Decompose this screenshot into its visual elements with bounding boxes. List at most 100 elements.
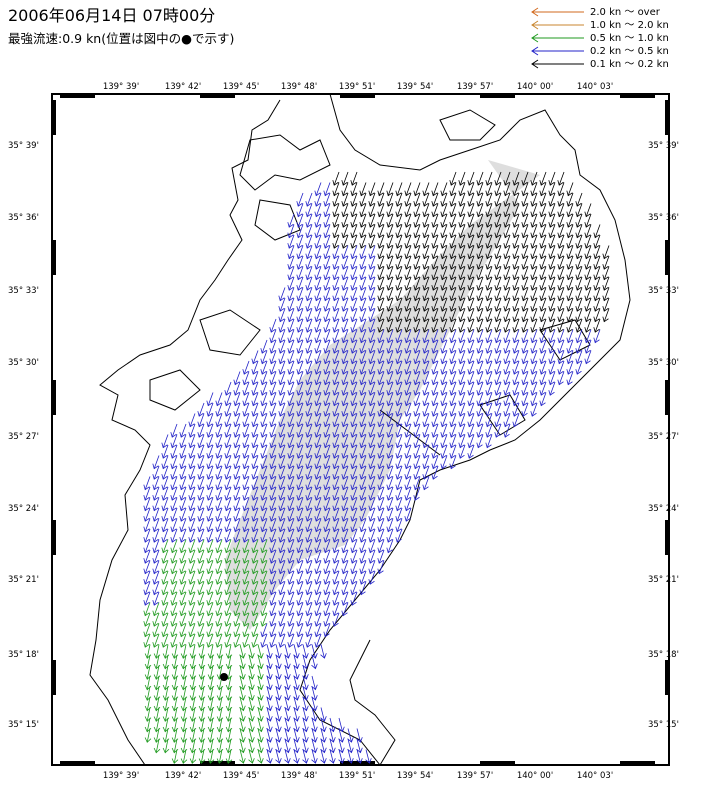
current-arrow [152,623,160,638]
current-arrow [575,350,583,365]
current-arrow [422,381,430,396]
current-arrow [530,297,538,312]
current-arrow [359,192,367,207]
current-arrow [404,255,412,270]
current-arrow [332,465,340,480]
current-arrow [458,423,466,438]
current-arrow [440,203,448,218]
current-arrow [503,371,511,386]
current-arrow [287,308,295,323]
current-arrow [215,444,223,459]
current-arrow [431,444,439,459]
current-arrow [449,213,457,228]
legend-label: 0.1 kn 〜 0.2 kn [590,59,669,70]
current-arrow [242,570,250,585]
current-arrow [485,392,493,407]
current-arrow [404,297,412,312]
aqua-line-bridge [379,409,441,456]
current-arrow [485,339,493,354]
current-arrow [449,234,457,249]
current-arrow [539,234,547,249]
current-arrow [296,224,304,239]
current-arrow [458,245,466,260]
current-arrow [548,213,556,228]
current-arrow [302,707,309,722]
current-arrow [503,402,511,417]
lat-label-left: 35° 30' [8,358,39,368]
current-arrow [503,203,511,218]
current-arrow [395,192,403,207]
current-arrow [395,528,403,543]
current-arrow [422,455,430,470]
current-arrow [269,402,277,417]
current-arrow [467,266,475,281]
current-arrow [224,476,232,491]
current-arrow [188,581,196,596]
current-arrow [242,591,250,606]
current-arrow [494,192,502,207]
current-arrow [248,707,255,722]
current-arrow [275,654,282,670]
current-arrow [521,171,529,186]
current-arrow [431,203,439,218]
current-arrow [548,255,556,270]
current-arrow [395,308,403,323]
current-arrow [494,297,502,312]
current-arrow [341,255,349,270]
current-arrow [251,455,259,470]
current-arrow [287,549,295,564]
current-arrow [476,171,484,186]
current-arrow [323,602,331,617]
lon-label-bottom: 139° 57' [457,771,493,781]
current-arrow [314,549,322,564]
current-arrow [548,381,556,396]
current-arrow [422,234,430,249]
current-arrow [458,339,466,354]
current-arrow [449,360,457,375]
current-arrow [197,602,205,617]
current-arrow [512,339,520,354]
current-arrow [242,623,250,638]
current-arrow [539,318,547,333]
current-arrow [251,528,259,543]
current-arrow [467,413,475,428]
current-arrow [422,339,430,354]
latitude-labels-right: 35° 39'35° 36'35° 33'35° 30'35° 27'35° 2… [648,141,679,730]
current-arrow [530,392,538,407]
current-arrow [359,560,367,575]
current-arrow [512,276,520,291]
current-arrow [359,308,367,323]
current-arrow [395,224,403,239]
current-arrow [251,581,259,596]
current-arrow [449,392,457,407]
current-arrow [476,245,484,260]
current-arrow [162,738,170,754]
current-arrow [575,329,583,344]
current-arrow [206,486,214,501]
current-arrow [503,297,511,312]
current-arrow [179,633,187,648]
current-arrow [302,738,309,754]
current-arrow [368,329,376,344]
current-arrow [530,318,538,333]
current-arrow [566,234,574,249]
current-arrow [302,675,309,691]
current-arrow [161,476,169,491]
current-arrow [215,633,223,648]
current-arrow [467,360,475,375]
current-arrow [584,213,592,228]
current-arrow [314,276,322,291]
current-arrow [305,297,313,312]
current-arrow [260,602,268,617]
current-arrow [503,171,511,186]
current-arrow [413,276,421,291]
current-arrow [395,497,403,512]
current-arrow [152,455,160,470]
current-arrow [287,255,295,270]
current-arrow [413,339,421,354]
current-arrow [539,224,547,239]
current-arrow [539,360,547,375]
current-arrow [215,465,223,480]
current-arrow [314,560,322,575]
current-arrow [431,402,439,417]
